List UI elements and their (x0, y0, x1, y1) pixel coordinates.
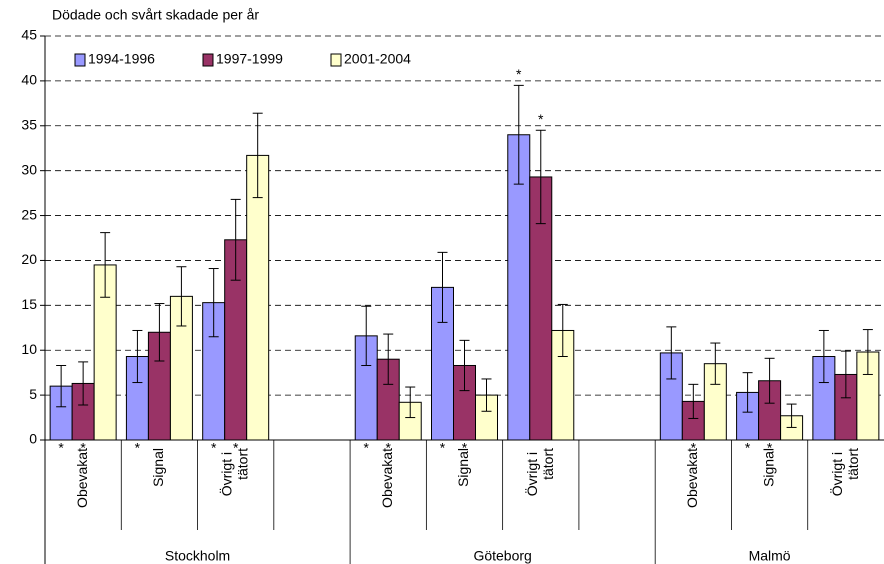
legend-swatch (74, 53, 86, 67)
significance-marker: * (386, 440, 392, 456)
significance-marker: * (233, 440, 239, 456)
significance-marker: * (364, 440, 370, 456)
y-tick-label: 0 (29, 431, 37, 447)
significance-marker: * (691, 440, 697, 456)
axis-title: Dödade och svårt skadade per år (52, 7, 259, 23)
significance-marker: * (135, 440, 141, 456)
significance-marker: * (745, 440, 751, 456)
significance-marker: * (211, 440, 217, 456)
x-tick-label: Övrigt i tätort (522, 448, 555, 496)
significance-marker: * (767, 440, 773, 456)
legend-label: 2001-2004 (344, 51, 411, 67)
label-line: tätort (539, 448, 555, 480)
y-tick-label: 20 (21, 251, 37, 267)
group-label: Göteborg (473, 548, 531, 564)
x-tick-label: Signal (455, 448, 471, 487)
y-tick-label: 5 (29, 386, 37, 402)
label-line: tätort (234, 448, 250, 480)
significance-marker: * (440, 440, 446, 456)
label-line: tätort (845, 448, 861, 480)
x-tick-label: Obevakat (379, 448, 395, 508)
y-tick-label: 35 (21, 116, 37, 132)
significance-marker: * (80, 440, 86, 456)
significance-marker: * (516, 66, 522, 82)
x-tick-label: Obevakat (684, 448, 700, 508)
label-line: Övrigt i (522, 448, 539, 496)
legend-label: 1997-1999 (216, 51, 283, 67)
legend-swatch (202, 53, 214, 67)
y-tick-label: 30 (21, 161, 37, 177)
x-tick-label: Signal (150, 448, 166, 487)
group-label: Malmö (749, 548, 791, 564)
legend-swatch (330, 53, 342, 67)
legend-label: 1994-1996 (88, 51, 155, 67)
x-tick-label: Övrigt i tätort (828, 448, 861, 496)
x-tick-label: Övrigt i tätort (217, 448, 250, 496)
group-label: Stockholm (165, 548, 230, 564)
label-line: Övrigt i (828, 448, 845, 496)
y-tick-label: 15 (21, 296, 37, 312)
y-tick-label: 10 (21, 341, 37, 357)
significance-marker: * (58, 440, 64, 456)
y-tick-label: 45 (21, 27, 37, 43)
y-tick-label: 25 (21, 206, 37, 222)
significance-marker: * (538, 111, 544, 127)
y-tick-label: 40 (21, 72, 37, 88)
x-tick-label: Signal (760, 448, 776, 487)
label-line: Övrigt i (217, 448, 234, 496)
x-tick-label: Obevakat (74, 448, 90, 508)
significance-marker: * (462, 440, 468, 456)
